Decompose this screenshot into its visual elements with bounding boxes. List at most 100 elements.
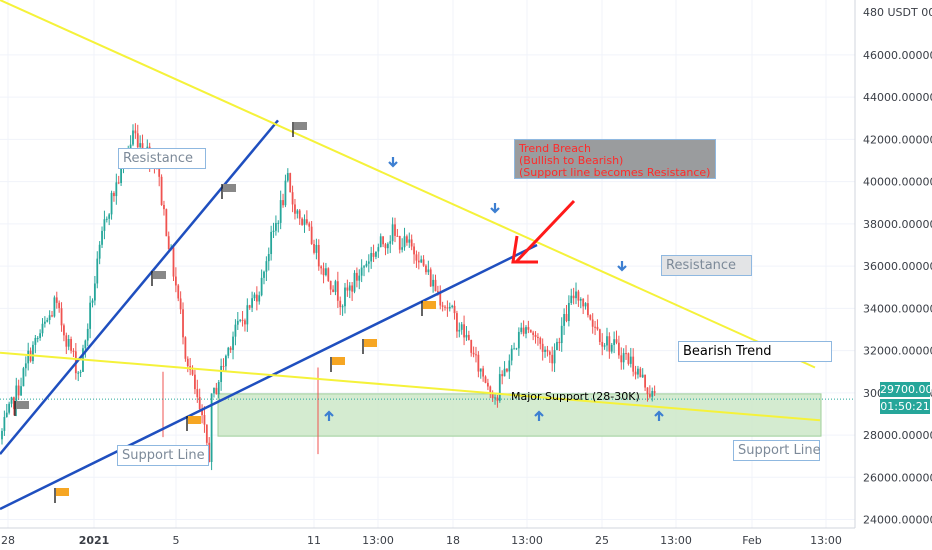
candle-body [458,329,461,332]
candle-body [560,325,563,344]
candle-body [551,354,554,364]
candle-body [434,279,437,292]
breach-arrow-shaft [514,199,576,264]
candle-body [220,365,223,383]
candle-body [67,339,70,347]
candle-body [482,368,485,377]
candle-body [103,219,106,231]
candle-body [89,302,92,329]
candle-body [224,355,227,367]
candle-body [367,261,370,264]
descending-support-line [0,351,821,422]
price-axis-top-label: 480 USDT 000 [863,6,932,19]
candle-body [60,308,63,326]
candle-body [210,393,213,463]
time-tick-label: 5 [173,534,180,547]
candle-body [591,319,594,327]
candle-body [494,397,496,399]
candle-body [286,173,289,181]
candle-body [601,341,604,347]
candle-body [517,331,520,349]
candle-body [277,222,280,224]
candle-body [444,306,446,308]
candle-body [615,339,618,343]
candle-body [132,130,134,145]
candle-body [341,306,344,308]
candle-body [263,271,265,278]
candle-body [475,354,477,356]
candle-body [508,360,511,372]
candle-body [548,351,551,355]
candle-body [325,268,327,276]
time-tick-label: 13:00 [660,534,692,547]
flag-orange-icon [56,488,69,496]
flag-orange-icon [364,339,377,347]
candle-body [401,247,404,250]
candle-body [641,374,644,378]
candle-body [567,302,570,322]
candle-body [36,337,39,339]
candle-body [13,397,15,410]
candle-body [91,300,94,303]
candle-body [98,244,101,259]
candle-body [546,349,549,352]
candle-body [51,315,53,317]
candle-body [313,243,315,253]
time-tick-label: 2021 [79,534,110,547]
candle-body [489,386,492,394]
up-arrow-icon [324,410,334,421]
candle-body [360,267,363,276]
candle-body [248,305,251,308]
candle-body [315,244,318,253]
candle-body [255,294,258,302]
candle-body [244,320,246,325]
resistance-label-right: Resistance [661,255,752,276]
candle-body [22,368,25,387]
candle-body [627,353,630,364]
candle-body [182,309,184,338]
price-tick-label: 40000.000000 [863,176,932,189]
candle-body [77,372,80,374]
candle-body [41,323,44,334]
candle-body [491,393,494,399]
candle-body [622,353,625,363]
candle-body [203,415,206,425]
candle-body [334,281,337,292]
candle-body [608,336,611,352]
candle-body [594,326,596,328]
candle-body [301,218,304,225]
candle-body [115,182,118,197]
candle-body [208,442,211,463]
candle-body [329,280,332,290]
candle-body [577,291,580,301]
candle-body [629,356,632,364]
candle-body [386,243,389,249]
candle-body [606,336,608,346]
candle-body [8,403,11,413]
candle-body [282,200,284,206]
candle-body [196,389,199,398]
candle-body [436,291,439,293]
candle-body [532,332,535,335]
candle-body [446,307,449,309]
candle-body [113,192,115,197]
price-tick-label: 36000.000000 [863,260,932,273]
candle-body [105,218,108,220]
candle-body [410,239,413,247]
candle-body [163,204,165,210]
candle-body [194,374,196,390]
up-arrow-icon [534,410,544,421]
candle-body [43,321,46,324]
candle-body [427,269,430,273]
candle-body [3,416,6,431]
candle-body [270,231,273,255]
candle-body [470,339,473,353]
candle-body [391,224,394,242]
candle-body [648,394,651,397]
candle-body [165,209,168,237]
candle-body [565,313,568,322]
candle-body [584,303,587,307]
flag-grey-icon [16,401,29,409]
